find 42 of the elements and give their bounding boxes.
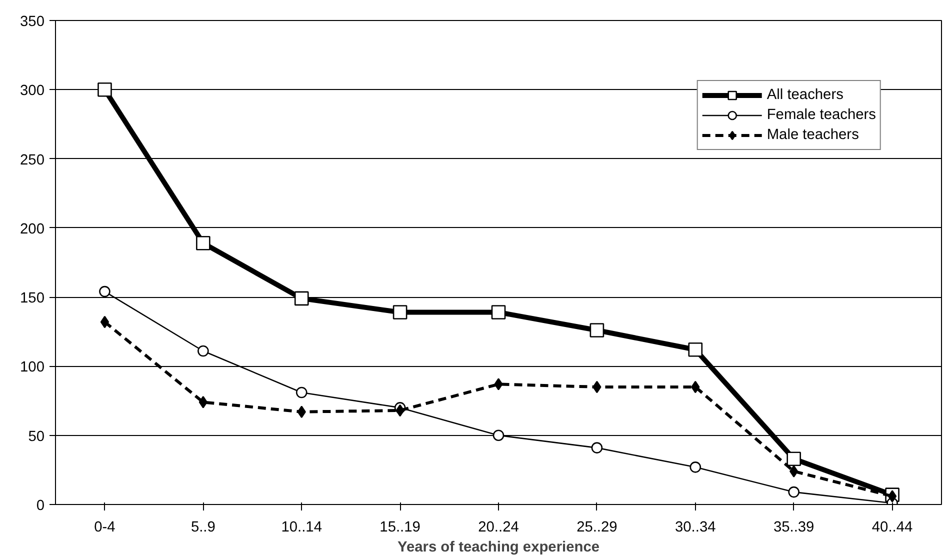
y-tick-label: 300 — [20, 83, 45, 100]
point — [688, 342, 703, 357]
y-tick-label: 50 — [28, 428, 45, 445]
y-tick-label: 0 — [36, 498, 45, 514]
point — [790, 465, 798, 478]
point — [492, 430, 504, 441]
point — [786, 452, 801, 466]
x-tick-label: 15..19 — [380, 520, 420, 536]
point — [100, 316, 110, 328]
x-tick-label: 10..14 — [281, 520, 322, 536]
point — [392, 305, 408, 320]
legend-label: Male teachers — [766, 127, 859, 143]
x-tick-label: 40..44 — [872, 520, 913, 536]
point — [491, 305, 506, 320]
y-tick-label: 200 — [20, 221, 45, 238]
point — [296, 386, 308, 398]
point — [198, 345, 209, 357]
point — [888, 490, 897, 502]
x-tick-label: 30..34 — [675, 520, 716, 536]
point — [98, 82, 112, 97]
x-tick-label: 20..24 — [478, 520, 519, 536]
x-tick-label: 35..39 — [773, 520, 814, 536]
y-tick-label: 100 — [20, 360, 45, 376]
point — [590, 323, 604, 338]
x-tick-label: 25..29 — [576, 520, 618, 536]
point — [198, 396, 208, 408]
point — [196, 236, 210, 250]
point — [591, 442, 603, 454]
point — [788, 486, 800, 498]
x-tick-label: 5..9 — [190, 520, 216, 536]
point — [297, 406, 306, 418]
y-tick-label: 350 — [20, 14, 45, 30]
legend-label: Female teachers — [766, 107, 876, 123]
point — [690, 462, 702, 473]
y-tick-label: 150 — [20, 290, 45, 307]
point — [99, 286, 110, 298]
point — [294, 291, 309, 306]
x-axis-title: Years of teaching experience — [397, 540, 600, 556]
point — [494, 378, 503, 390]
x-tick-label: 0-4 — [94, 520, 116, 536]
y-tick-label: 250 — [20, 152, 45, 168]
legend-label: All teachers — [766, 87, 844, 103]
